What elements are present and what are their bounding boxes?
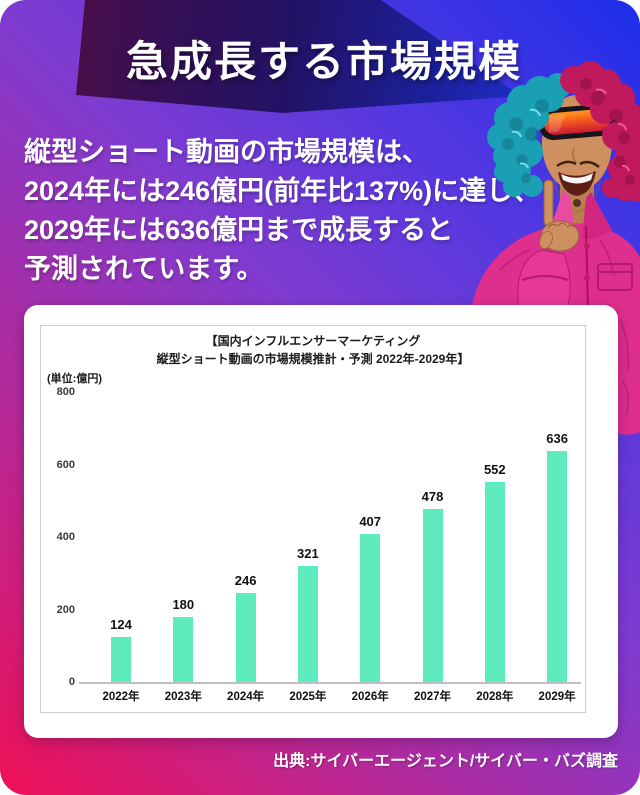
person-cutout — [472, 61, 640, 435]
bar-value-label: 246 — [234, 572, 257, 588]
y-axis-tick: 800 — [56, 386, 75, 398]
y-axis-tick: 200 — [56, 603, 75, 616]
bar — [235, 592, 256, 682]
bar-value-label: 321 — [297, 545, 319, 561]
bar-value-label: 180 — [172, 596, 195, 612]
bar-value-label: 636 — [546, 431, 568, 447]
x-axis-label: 2024年 — [227, 691, 265, 703]
y-axis-tick: 0 — [68, 676, 75, 688]
bar — [173, 616, 194, 682]
intro-line-4: 予測されています。 — [24, 254, 264, 284]
x-axis-line — [79, 682, 581, 684]
chart-card: 【国内インフルエンサーマーケティング 縦型ショート動画の市場規模推計・予測 20… — [24, 305, 618, 738]
x-axis-label: 2027年 — [413, 691, 452, 703]
intro-text: 縦型ショート動画の市場規模は、 2024年には246億円(前年比137%)に達し… — [24, 133, 540, 289]
unit-label: (単位:億円) — [47, 373, 102, 385]
bar — [297, 565, 318, 682]
x-axis-label: 2029年 — [538, 691, 576, 703]
intro-line-3: 2029年には636億円まで成長すると — [24, 215, 454, 245]
x-axis-label: 2023年 — [164, 691, 202, 703]
bar — [111, 637, 131, 682]
page-title: 急成長する市場規模 — [125, 38, 522, 85]
chart-frame: 【国内インフルエンサーマーケティング 縦型ショート動画の市場規模推計・予測 20… — [40, 325, 586, 713]
intro-line-1: 縦型ショート動画の市場規模は、 — [24, 137, 429, 167]
person-mouth — [556, 160, 600, 207]
x-axis-label: 2022年 — [102, 691, 140, 703]
bar — [484, 481, 505, 682]
x-axis-label: 2025年 — [289, 691, 327, 703]
person-hair-left — [487, 73, 571, 197]
person-hand — [539, 179, 580, 252]
x-axis-label: 2026年 — [351, 691, 389, 703]
y-axis-tick: 400 — [56, 531, 75, 543]
bar — [422, 508, 443, 682]
bar-value-label: 407 — [359, 514, 382, 530]
source-caption: 出典:サイバーエージェント/サイバー・バズ調査 — [273, 753, 618, 770]
bar — [360, 534, 381, 682]
chart-title-line2: 縦型ショート動画の市場規模推計・予測 2022年-2029年】 — [156, 352, 470, 366]
chart-title-line1: 【国内インフルエンサーマーケティング — [205, 334, 421, 348]
x-axis-label: 2028年 — [476, 691, 514, 703]
bar — [547, 451, 568, 682]
bar-value-label: 478 — [421, 488, 444, 504]
person-hair-right — [560, 61, 640, 202]
bar-value-label: 124 — [110, 617, 132, 633]
y-axis-tick: 600 — [56, 458, 75, 471]
bar-value-label: 552 — [483, 461, 506, 477]
intro-line-2: 2024年には246億円(前年比137%)に達し、 — [24, 176, 541, 206]
